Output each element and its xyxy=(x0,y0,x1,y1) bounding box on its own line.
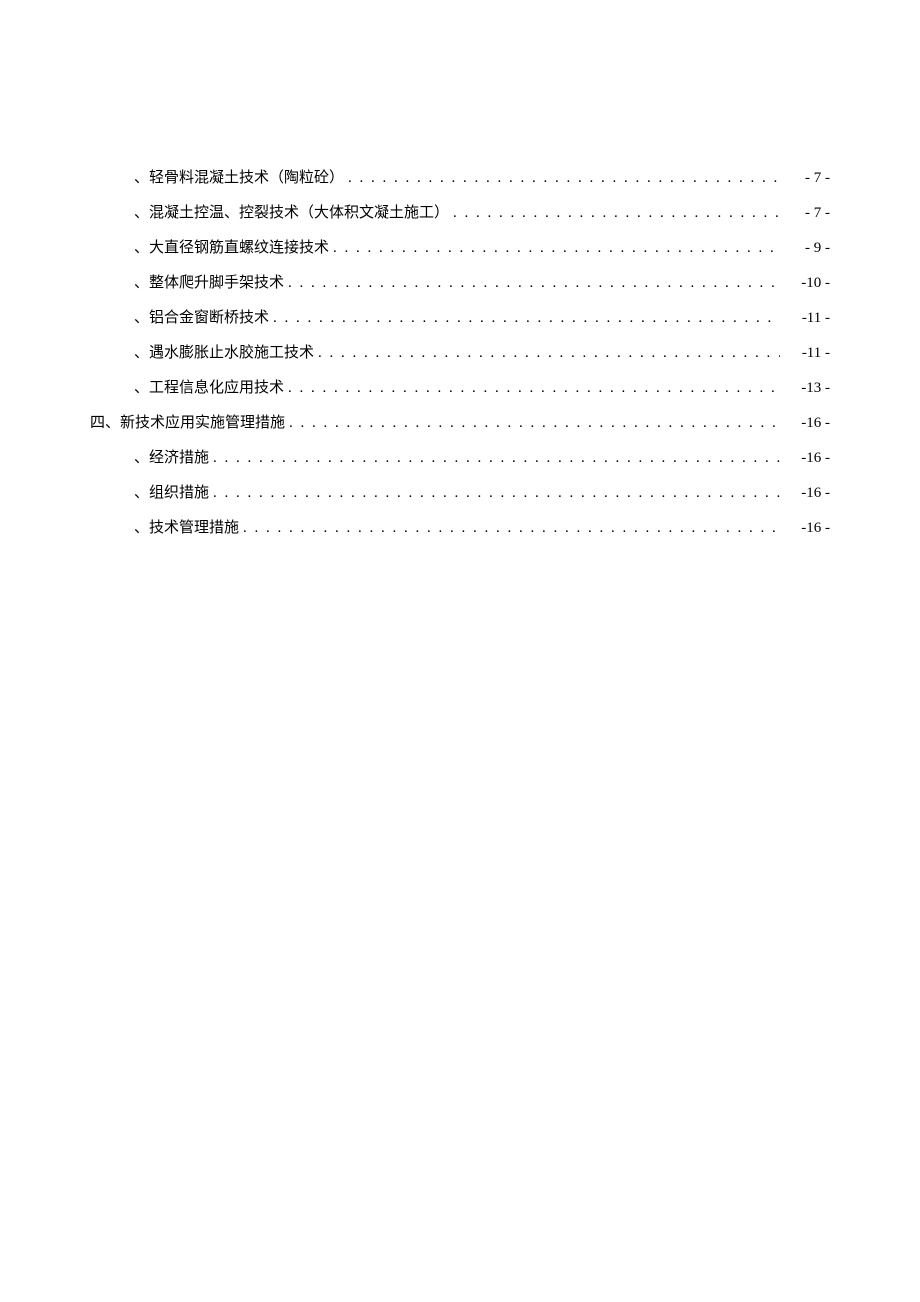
entry-dots: . . . . . . . . . . . . . . . . . . . . … xyxy=(285,410,780,437)
entry-prefix: 、 xyxy=(134,165,149,192)
entry-title: 混凝土控温、控裂技术（大体积文凝土施工） xyxy=(149,200,449,227)
entry-dots: . . . . . . . . . . . . . . . . . . . . … xyxy=(269,305,780,332)
entry-title: 整体爬升脚手架技术 xyxy=(149,270,284,297)
entry-dots: . . . . . . . . . . . . . . . . . . . . … xyxy=(284,270,780,297)
entry-dots: . . . . . . . . . . . . . . . . . . . . … xyxy=(314,340,780,367)
entry-prefix: 四、 xyxy=(90,410,120,437)
entry-dots: . . . . . . . . . . . . . . . . . . . . … xyxy=(209,480,780,507)
toc-entry: 、 工程信息化应用技术 . . . . . . . . . . . . . . … xyxy=(90,375,830,402)
entry-page: - 7 - xyxy=(780,200,830,227)
toc-entry: 、 经济措施 . . . . . . . . . . . . . . . . .… xyxy=(90,445,830,472)
entry-prefix: 、 xyxy=(134,340,149,367)
entry-page: -16 - xyxy=(780,480,830,507)
toc-entry: 、 大直径钢筋直螺纹连接技术 . . . . . . . . . . . . .… xyxy=(90,235,830,262)
entry-prefix: 、 xyxy=(134,515,149,542)
entry-page: -13 - xyxy=(780,375,830,402)
entry-dots: . . . . . . . . . . . . . . . . . . . . … xyxy=(329,235,780,262)
entry-page: -11 - xyxy=(780,305,830,332)
entry-prefix: 、 xyxy=(134,480,149,507)
entry-prefix: 、 xyxy=(134,270,149,297)
entry-page: - 7 - xyxy=(780,165,830,192)
entry-page: -16 - xyxy=(780,515,830,542)
entry-title: 经济措施 xyxy=(149,445,209,472)
entry-title: 技术管理措施 xyxy=(149,515,239,542)
toc-entry: 、 遇水膨胀止水胶施工技术 . . . . . . . . . . . . . … xyxy=(90,340,830,367)
toc-container: 、 轻骨料混凝土技术（陶粒砼） . . . . . . . . . . . . … xyxy=(90,165,830,542)
entry-dots: . . . . . . . . . . . . . . . . . . . . … xyxy=(239,515,780,542)
toc-entry: 、 铝合金窗断桥技术 . . . . . . . . . . . . . . .… xyxy=(90,305,830,332)
toc-main-entry: 四、 新技术应用实施管理措施 . . . . . . . . . . . . .… xyxy=(90,410,830,437)
entry-prefix: 、 xyxy=(134,445,149,472)
entry-title: 组织措施 xyxy=(149,480,209,507)
entry-page: -16 - xyxy=(780,445,830,472)
toc-entry: 、 轻骨料混凝土技术（陶粒砼） . . . . . . . . . . . . … xyxy=(90,165,830,192)
entry-title: 铝合金窗断桥技术 xyxy=(149,305,269,332)
entry-prefix: 、 xyxy=(134,375,149,402)
entry-title: 工程信息化应用技术 xyxy=(149,375,284,402)
entry-dots: . . . . . . . . . . . . . . . . . . . . … xyxy=(344,165,780,192)
entry-title: 轻骨料混凝土技术（陶粒砼） xyxy=(149,165,344,192)
entry-title: 遇水膨胀止水胶施工技术 xyxy=(149,340,314,367)
toc-entry: 、 技术管理措施 . . . . . . . . . . . . . . . .… xyxy=(90,515,830,542)
toc-entry: 、 组织措施 . . . . . . . . . . . . . . . . .… xyxy=(90,480,830,507)
entry-dots: . . . . . . . . . . . . . . . . . . . . … xyxy=(284,375,780,402)
entry-dots: . . . . . . . . . . . . . . . . . . . . … xyxy=(449,200,780,227)
entry-page: - 9 - xyxy=(780,235,830,262)
toc-entry: 、 混凝土控温、控裂技术（大体积文凝土施工） . . . . . . . . .… xyxy=(90,200,830,227)
entry-page: -11 - xyxy=(780,340,830,367)
entry-dots: . . . . . . . . . . . . . . . . . . . . … xyxy=(209,445,780,472)
entry-prefix: 、 xyxy=(134,235,149,262)
entry-page: -16 - xyxy=(780,410,830,437)
entry-title: 大直径钢筋直螺纹连接技术 xyxy=(149,235,329,262)
entry-prefix: 、 xyxy=(134,200,149,227)
entry-page: -10 - xyxy=(780,270,830,297)
entry-prefix: 、 xyxy=(134,305,149,332)
toc-entry: 、 整体爬升脚手架技术 . . . . . . . . . . . . . . … xyxy=(90,270,830,297)
entry-title: 新技术应用实施管理措施 xyxy=(120,410,285,437)
